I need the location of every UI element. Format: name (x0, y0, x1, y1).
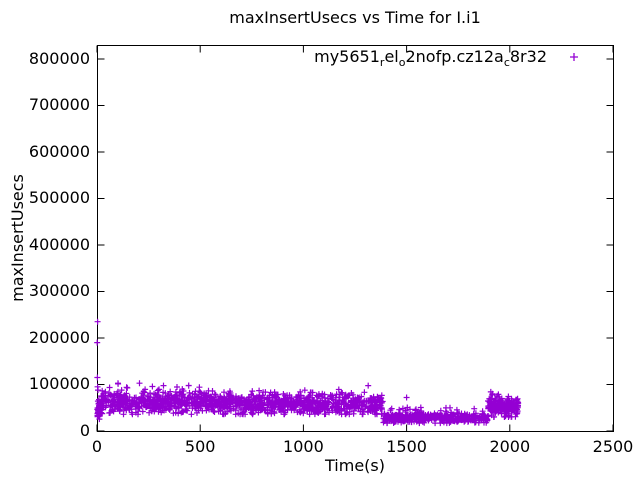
legend-label-part: 8r32 (509, 47, 547, 66)
x-tick-label: 0 (91, 437, 103, 456)
x-tick-label: 1500 (386, 437, 427, 456)
x-tick-label: 2500 (592, 437, 634, 456)
y-tick-label: 700000 (28, 95, 90, 115)
chart-title: maxInsertUsecs vs Time for I.i1 (229, 8, 481, 27)
y-tick-label: 100000 (28, 374, 90, 394)
y-tick-label: 500000 (28, 188, 90, 208)
legend-label-part: my5651 (314, 47, 380, 66)
x-tick-label: 1000 (283, 437, 324, 456)
y-tick-label: 400000 (28, 234, 90, 254)
legend-marker-plus-icon (570, 53, 578, 61)
x-tick-label: 500 (184, 437, 216, 456)
plot-border (97, 45, 614, 432)
x-tick-label: 2000 (489, 437, 531, 456)
y-tick-label: 0 (79, 421, 90, 440)
y-tick-label: 200000 (28, 327, 90, 347)
scatter-points (94, 318, 522, 427)
legend-label-part: o (398, 56, 406, 69)
legend: my5651relo2nofp.cz12ac8r32 (314, 47, 547, 69)
legend-series-label: my5651relo2nofp.cz12ac8r32 (314, 47, 547, 69)
y-tick-label: 800000 (28, 48, 90, 68)
x-axis-title: Time(s) (325, 456, 385, 475)
axis-ticks (96, 45, 614, 432)
legend-label-part: r (379, 56, 385, 69)
legend-label-part: 2nofp.cz12a (405, 47, 504, 66)
y-tick-label: 600000 (28, 141, 90, 161)
legend-label-part: c (503, 56, 510, 69)
y-tick-label: 300000 (28, 281, 90, 301)
legend-label-part: el (384, 47, 399, 66)
